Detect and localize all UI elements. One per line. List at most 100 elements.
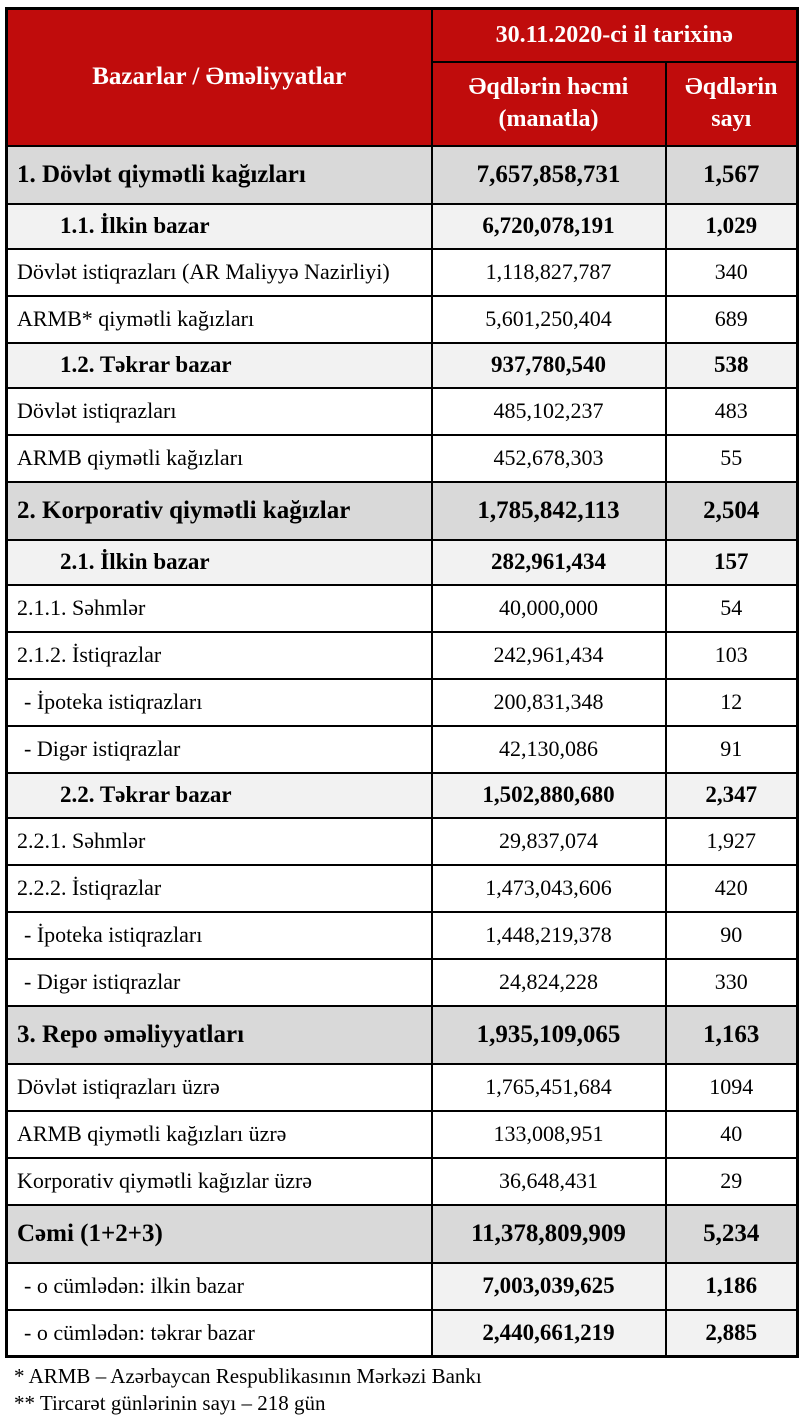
row-label: 1.2. Təkrar bazar xyxy=(5,341,433,389)
table-row: 2.1. İlkin bazar 282,961,434 157 xyxy=(5,538,799,586)
row-count-value: 330 xyxy=(664,957,799,1007)
row-volume-value: 2,440,661,219 xyxy=(430,1308,667,1358)
table-row: - İpoteka istiqrazları 200,831,348 12 xyxy=(5,677,799,727)
table-row: Dövlət istiqrazları üzrə 1,765,451,684 109… xyxy=(5,1062,799,1112)
row-label: 2.1.2. İstiqrazlar xyxy=(5,630,433,680)
row-volume-value: 200,831,348 xyxy=(430,677,667,727)
row-count-value: 157 xyxy=(664,538,799,586)
row-count-value: 90 xyxy=(664,910,799,960)
header-cell-deal-count: Əqdlərin sayı xyxy=(664,60,799,147)
row-volume-value: 6,720,078,191 xyxy=(430,202,667,250)
row-label: 1.1. İlkin bazar xyxy=(5,202,433,250)
footnotes: * ARMB – Azərbaycan Respublikasının Mərk… xyxy=(5,1358,796,1417)
row-label: 1. Dövlət qiymətli kağızları xyxy=(5,144,433,205)
footnote-trading-days: ** Tircarət günlərinin sayı – 218 gün xyxy=(14,1391,326,1415)
row-count-value: 103 xyxy=(664,630,799,680)
row-label: - o cümlədən: ilkin bazar xyxy=(5,1261,433,1311)
row-label: 2.1.1. Səhmlər xyxy=(5,583,433,633)
row-volume-value: 11,378,809,909 xyxy=(430,1203,667,1264)
table-row: 1.2. Təkrar bazar 937,780,540 538 xyxy=(5,341,799,389)
row-volume-value: 282,961,434 xyxy=(430,538,667,586)
row-volume-value: 7,657,858,731 xyxy=(430,144,667,205)
table-body: 1. Dövlət qiymətli kağızları 7,657,858,73… xyxy=(5,144,799,1358)
row-volume-value: 40,000,000 xyxy=(430,583,667,633)
table-row: - o cümlədən: ilkin bazar 7,003,039,625 1,… xyxy=(5,1261,799,1311)
row-count-value: 1,029 xyxy=(664,202,799,250)
row-volume-value: 24,824,228 xyxy=(430,957,667,1007)
table-row: 2.1.1. Səhmlər 40,000,000 54 xyxy=(5,583,799,633)
table-row: Dövlət istiqrazları 485,102,237 483 xyxy=(5,386,799,436)
row-count-value: 2,504 xyxy=(664,480,799,541)
table-row: 3. Repo əməliyyatları 1,935,109,065 1,163 xyxy=(5,1004,799,1065)
row-volume-value: 485,102,237 xyxy=(430,386,667,436)
row-count-value: 29 xyxy=(664,1156,799,1206)
row-label: Dövlət istiqrazları üzrə xyxy=(5,1062,433,1112)
row-volume-value: 1,448,219,378 xyxy=(430,910,667,960)
footnote-armb: * ARMB – Azərbaycan Respublikasının Mərk… xyxy=(14,1364,482,1388)
row-volume-value: 29,837,074 xyxy=(430,816,667,866)
table-row: ARMB qiymətli kağızları üzrə 133,008,951 4… xyxy=(5,1109,799,1159)
row-label: Korporativ qiymətli kağızlar üzrə xyxy=(5,1156,433,1206)
row-volume-value: 1,473,043,606 xyxy=(430,863,667,913)
row-volume-value: 42,130,086 xyxy=(430,724,667,774)
row-count-value: 1,163 xyxy=(664,1004,799,1065)
row-count-value: 420 xyxy=(664,863,799,913)
row-label: 2.2.1. Səhmlər xyxy=(5,816,433,866)
table-row: 2. Korporativ qiymətli kağızlar 1,785,842… xyxy=(5,480,799,541)
row-volume-value: 1,502,880,680 xyxy=(430,771,667,819)
table-row: - Digər istiqrazlar 24,824,228 330 xyxy=(5,957,799,1007)
row-count-value: 1094 xyxy=(664,1062,799,1112)
row-count-value: 340 xyxy=(664,247,799,297)
row-label: Dövlət istiqrazları (AR Maliyyə Nazirliy… xyxy=(5,247,433,297)
row-label: - o cümlədən: təkrar bazar xyxy=(5,1308,433,1358)
table-row: - o cümlədən: təkrar bazar 2,440,661,219 2… xyxy=(5,1308,799,1358)
table-header: Bazarlar / Əməliyyatlar 30.11.2020-ci il… xyxy=(5,7,799,147)
row-label: Dövlət istiqrazları xyxy=(5,386,433,436)
row-count-value: 55 xyxy=(664,433,799,483)
row-label: 2.2.2. İstiqrazlar xyxy=(5,863,433,913)
row-count-value: 1,567 xyxy=(664,144,799,205)
header-cell-deal-volume: Əqdlərin həcmi (manatla) xyxy=(430,60,667,147)
row-count-value: 483 xyxy=(664,386,799,436)
row-label: - İpoteka istiqrazları xyxy=(5,910,433,960)
row-label: - Digər istiqrazlar xyxy=(5,957,433,1007)
row-count-value: 2,885 xyxy=(664,1308,799,1358)
row-count-value: 5,234 xyxy=(664,1203,799,1264)
row-count-value: 12 xyxy=(664,677,799,727)
row-label: - İpoteka istiqrazları xyxy=(5,677,433,727)
table-row: 2.2.1. Səhmlər 29,837,074 1,927 xyxy=(5,816,799,866)
row-volume-value: 1,765,451,684 xyxy=(430,1062,667,1112)
row-volume-value: 7,003,039,625 xyxy=(430,1261,667,1311)
row-volume-value: 5,601,250,404 xyxy=(430,294,667,344)
row-label: 2. Korporativ qiymətli kağızlar xyxy=(5,480,433,541)
table-row: - Digər istiqrazlar 42,130,086 91 xyxy=(5,724,799,774)
row-count-value: 538 xyxy=(664,341,799,389)
table-row: ARMB qiymətli kağızları 452,678,303 55 xyxy=(5,433,799,483)
row-label: Cəmi (1+2+3) xyxy=(5,1203,433,1264)
header-cell-report-date: 30.11.2020-ci il tarixinə xyxy=(430,7,799,63)
row-count-value: 91 xyxy=(664,724,799,774)
table-row: 1. Dövlət qiymətli kağızları 7,657,858,73… xyxy=(5,144,799,205)
table-row: 2.1.2. İstiqrazlar 242,961,434 103 xyxy=(5,630,799,680)
table-row: Korporativ qiymətli kağızlar üzrə 36,648,… xyxy=(5,1156,799,1206)
row-label: 2.2. Təkrar bazar xyxy=(5,771,433,819)
row-volume-value: 937,780,540 xyxy=(430,341,667,389)
row-volume-value: 1,785,842,113 xyxy=(430,480,667,541)
row-count-value: 1,927 xyxy=(664,816,799,866)
row-volume-value: 133,008,951 xyxy=(430,1109,667,1159)
table-row: Dövlət istiqrazları (AR Maliyyə Nazirliy… xyxy=(5,247,799,297)
row-volume-value: 452,678,303 xyxy=(430,433,667,483)
row-count-value: 2,347 xyxy=(664,771,799,819)
row-label: 3. Repo əməliyyatları xyxy=(5,1004,433,1065)
row-count-value: 40 xyxy=(664,1109,799,1159)
header-cell-markets-operations: Bazarlar / Əməliyyatlar xyxy=(5,7,433,147)
row-volume-value: 1,935,109,065 xyxy=(430,1004,667,1065)
row-label: 2.1. İlkin bazar xyxy=(5,538,433,586)
row-label: ARMB qiymətli kağızları xyxy=(5,433,433,483)
row-volume-value: 242,961,434 xyxy=(430,630,667,680)
table-row: - İpoteka istiqrazları 1,448,219,378 90 xyxy=(5,910,799,960)
row-label: - Digər istiqrazlar xyxy=(5,724,433,774)
table-row: 2.2.2. İstiqrazlar 1,473,043,606 420 xyxy=(5,863,799,913)
table-row: 2.2. Təkrar bazar 1,502,880,680 2,347 xyxy=(5,771,799,819)
